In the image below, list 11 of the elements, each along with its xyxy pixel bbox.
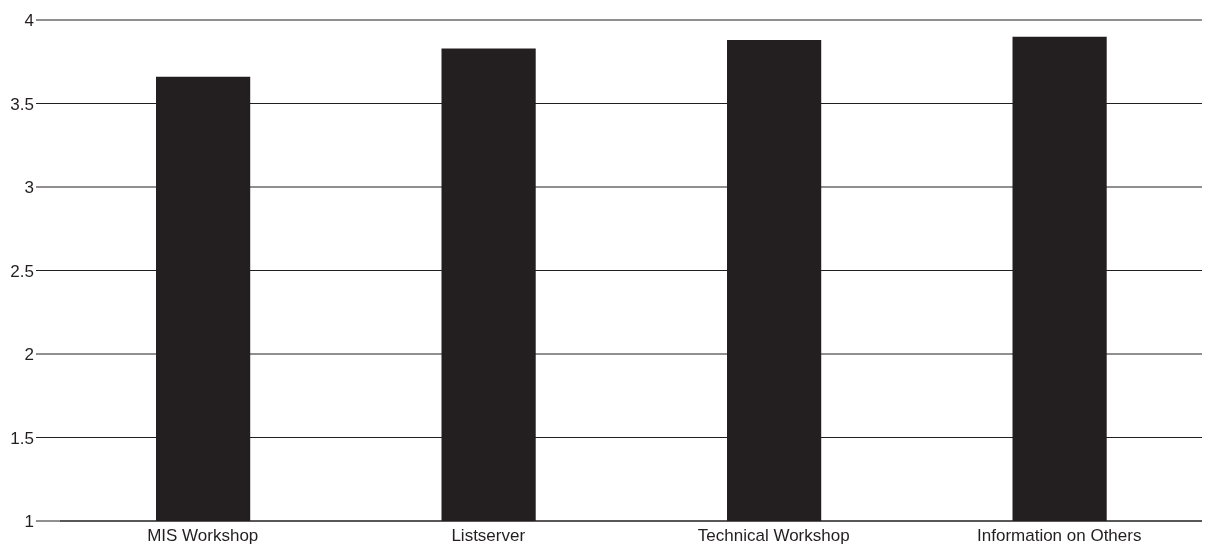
y-tick-label: 3.5 xyxy=(10,94,34,114)
x-tick-label: Listserver xyxy=(451,526,526,546)
y-tick-label: 4 xyxy=(24,11,34,31)
y-tick-label: 1 xyxy=(24,512,34,532)
y-tick-label: 1.5 xyxy=(10,428,34,448)
x-tick-label: Information on Others xyxy=(977,526,1142,546)
y-tick-label: 2.5 xyxy=(10,261,34,281)
y-tick-label: 3 xyxy=(24,178,34,198)
x-tick-label: MIS Workshop xyxy=(147,526,259,546)
y-tick-label: 2 xyxy=(24,345,34,365)
x-tick-label: Technical Workshop xyxy=(697,526,850,546)
